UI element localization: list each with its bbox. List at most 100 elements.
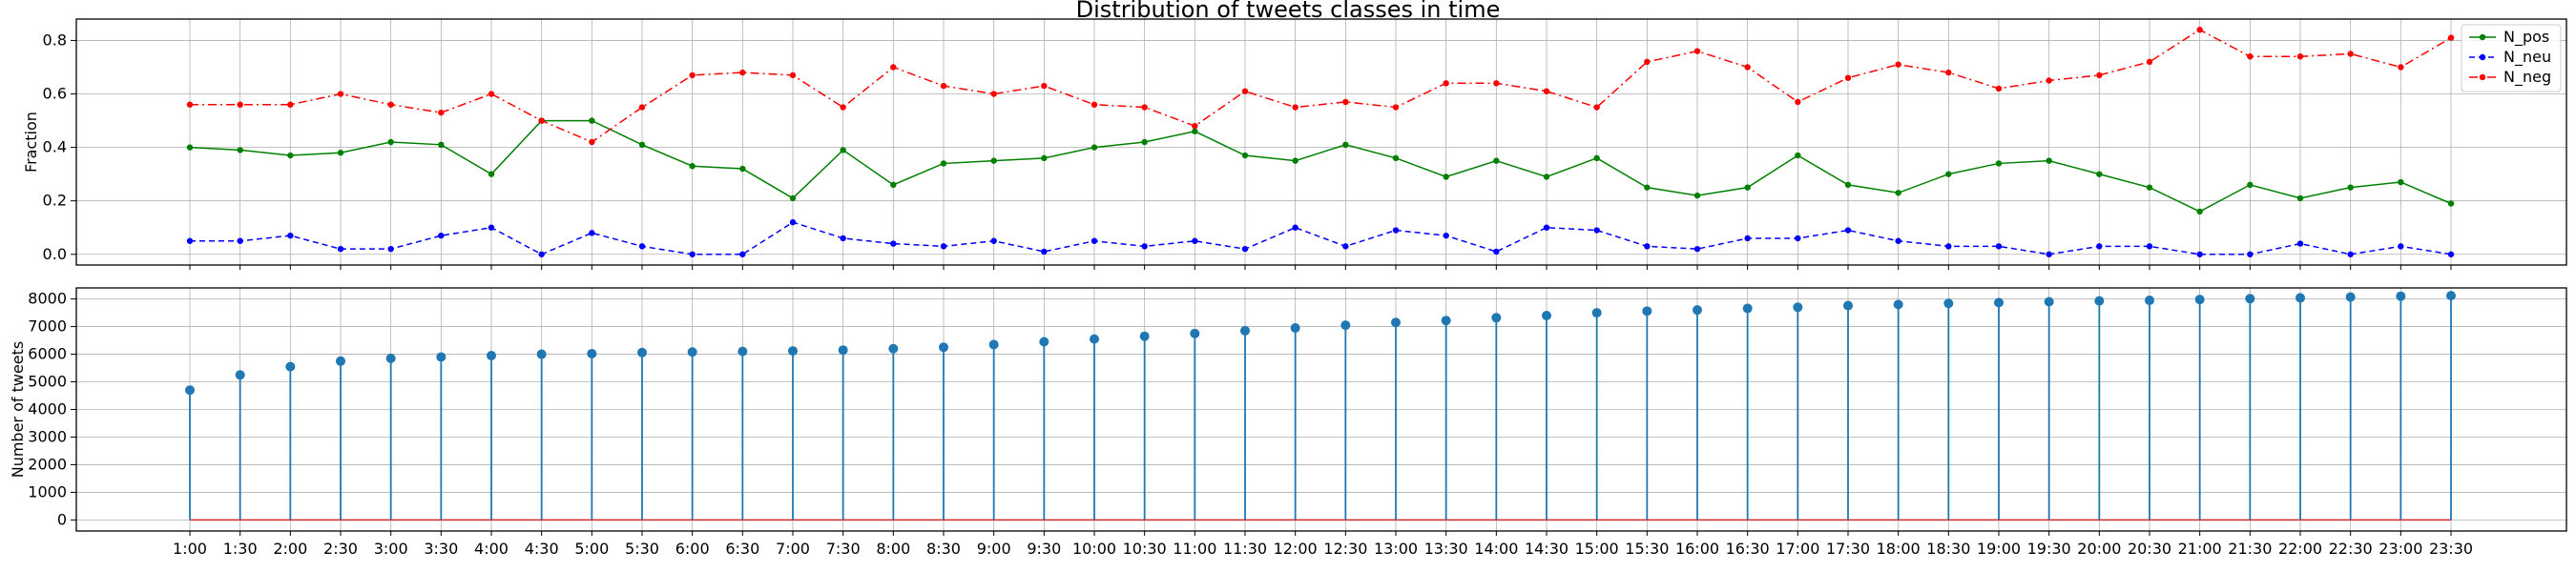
count-y-tick-label: 8000 [28, 290, 67, 308]
fraction-y-tick-label: 0.6 [43, 85, 67, 103]
series-point-n-pos [337, 150, 344, 156]
x-tick-label: 14:30 [1525, 540, 1568, 558]
series-point-n-neu [287, 232, 294, 239]
x-tick-label: 3:00 [374, 540, 408, 558]
series-point-n-neu [940, 243, 947, 250]
series-point-n-pos [2247, 181, 2254, 189]
series-point-n-pos [2096, 171, 2103, 177]
fraction-y-axis-label: Fraction [22, 112, 40, 173]
legend-marker-n-neu [2479, 53, 2486, 61]
x-tick-label: 19:00 [1977, 540, 2021, 558]
series-point-n-neg [1795, 98, 1801, 106]
series-point-n-pos [2296, 194, 2304, 202]
count-y-tick-label: 4000 [28, 400, 67, 419]
stem-marker [888, 343, 899, 354]
series-point-n-neu [2196, 251, 2203, 257]
series-point-n-neu [438, 232, 445, 239]
x-tick-label: 9:30 [1027, 540, 1061, 558]
x-tick-label: 2:00 [273, 540, 307, 558]
series-point-n-pos [739, 165, 746, 173]
series-point-n-neu [1644, 243, 1651, 250]
series-point-n-neg [186, 101, 194, 108]
x-tick-label: 14:00 [1474, 540, 1518, 558]
series-point-n-pos [1693, 192, 1701, 199]
series-point-n-pos [1342, 141, 1349, 149]
count-y-tick-label: 7000 [28, 317, 67, 336]
series-line-n-neg [190, 29, 2452, 143]
stem-marker [637, 347, 647, 358]
stem-marker [687, 347, 697, 358]
series-point-n-neu [2447, 251, 2455, 257]
series-point-n-pos [186, 144, 194, 151]
stem-marker [788, 346, 798, 357]
series-point-n-pos [1895, 190, 1901, 196]
stem-marker [336, 356, 345, 366]
stem-marker [1742, 303, 1753, 314]
series-point-n-neg [2447, 34, 2455, 41]
series-point-n-neu [488, 224, 495, 231]
x-tick-label: 20:00 [2077, 540, 2121, 558]
series-point-n-pos [2046, 157, 2052, 164]
stem-marker [487, 350, 496, 360]
fraction-y-tick-label: 0.8 [43, 31, 67, 49]
count-y-axis-label: Number of tweets [9, 341, 27, 479]
series-point-n-neu [890, 240, 897, 247]
fraction-series [186, 27, 2455, 257]
series-point-n-neg [2096, 72, 2103, 79]
stem-marker [2245, 294, 2255, 304]
fraction-y-ticks: 0.0 0.2 0.4 0.6 0.8 [43, 31, 76, 263]
stem-marker [2044, 296, 2054, 307]
series-point-n-neu [990, 237, 997, 244]
series-point-n-neg [237, 101, 243, 108]
series-point-n-neg [1693, 48, 1701, 54]
series-point-n-neg [1192, 122, 1198, 130]
x-tick-label: 15:30 [1625, 540, 1669, 558]
x-tick-label: 10:30 [1123, 540, 1167, 558]
series-point-n-neg [1995, 85, 2003, 92]
stem-marker [1090, 334, 1099, 344]
x-tick-label: 8:00 [876, 540, 910, 558]
stem-marker [235, 370, 245, 380]
series-point-n-pos [2347, 184, 2354, 191]
series-point-n-neg [990, 91, 997, 97]
series-point-n-pos [990, 157, 997, 164]
x-tick-label: 2:30 [323, 540, 358, 558]
series-point-n-pos [1945, 171, 1952, 177]
series-point-n-neu [739, 251, 746, 257]
count-y-tick-label: 5000 [28, 373, 67, 391]
series-point-n-neu [2296, 240, 2304, 247]
series-point-n-neg [387, 101, 394, 108]
series-point-n-neg [1041, 82, 1048, 90]
stem-marker [1642, 306, 1652, 317]
series-point-n-pos [1091, 144, 1098, 151]
series-point-n-neu [1241, 245, 1249, 253]
legend-box [2461, 24, 2562, 92]
x-tick-label: 6:00 [675, 540, 710, 558]
series-point-n-pos [789, 194, 797, 202]
series-point-n-neg [2347, 51, 2354, 57]
x-tick-label: 5:00 [574, 540, 609, 558]
series-point-n-neu [589, 230, 595, 236]
count-plot: 0 1000 2000 3000 4000 5000 6000 7000 8000 Number… [9, 265, 2567, 558]
x-tick-label: 16:30 [1726, 540, 1770, 558]
series-point-n-pos [689, 163, 696, 170]
count-y-tick-label: 1000 [28, 482, 67, 500]
stem-marker [1391, 317, 1401, 328]
stem-marker [1843, 300, 1853, 311]
x-tick-label: 7:00 [776, 540, 810, 558]
x-tick-label: 7:30 [826, 540, 861, 558]
series-point-n-neu [2347, 251, 2354, 257]
series-point-n-neg [488, 91, 495, 97]
x-tick-label: 21:00 [2178, 540, 2222, 558]
x-tick-label: 15:00 [1575, 540, 1619, 558]
series-point-n-pos [1192, 128, 1198, 134]
count-grid [76, 288, 2566, 531]
series-point-n-neg [1141, 104, 1148, 111]
series-point-n-pos [1392, 154, 1400, 162]
stem-marker [436, 352, 447, 362]
series-point-n-neg [739, 69, 746, 76]
series-line-n-pos [189, 119, 2452, 213]
series-point-n-neu [1041, 248, 1048, 255]
x-tick-label: 11:00 [1173, 540, 1216, 558]
series-point-n-pos [1292, 157, 1298, 164]
